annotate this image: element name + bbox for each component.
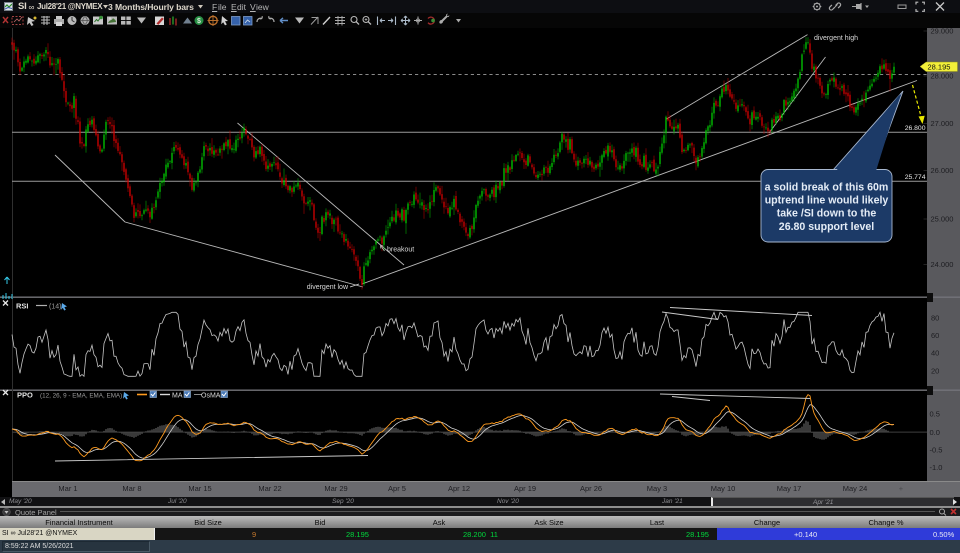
svg-text:60: 60 bbox=[931, 331, 939, 340]
svg-text:24.000: 24.000 bbox=[931, 260, 954, 269]
svg-text:29.000: 29.000 bbox=[931, 28, 954, 36]
svg-text:25.000: 25.000 bbox=[931, 215, 954, 224]
svg-text:MA: MA bbox=[172, 393, 183, 400]
svg-text:uptrend line would likely: uptrend line would likely bbox=[765, 195, 889, 207]
svg-text:80: 80 bbox=[931, 313, 939, 322]
svg-text:28.195: 28.195 bbox=[928, 62, 951, 71]
svg-text:OsMA: OsMA bbox=[201, 393, 221, 400]
svg-text:RSI: RSI bbox=[16, 302, 29, 311]
svg-text:26.000: 26.000 bbox=[931, 166, 954, 175]
svg-text:PPO: PPO bbox=[17, 391, 33, 400]
svg-text:0.5: 0.5 bbox=[930, 409, 940, 418]
svg-text:breakout: breakout bbox=[387, 247, 414, 254]
svg-text:0.0: 0.0 bbox=[930, 428, 940, 437]
svg-text:25.774: 25.774 bbox=[905, 174, 926, 181]
svg-text:a solid break of this 60m: a solid break of this 60m bbox=[765, 182, 889, 194]
svg-text:20: 20 bbox=[931, 367, 939, 376]
svg-text:27.000: 27.000 bbox=[931, 119, 954, 128]
svg-text:-1.0: -1.0 bbox=[930, 463, 943, 472]
svg-text:40: 40 bbox=[931, 349, 939, 358]
svg-text:take /SI down to the: take /SI down to the bbox=[777, 208, 877, 220]
svg-text:-0.5: -0.5 bbox=[930, 446, 943, 455]
svg-text:divergent low: divergent low bbox=[307, 284, 349, 291]
svg-text:26.80 support level: 26.80 support level bbox=[779, 221, 874, 233]
svg-text:divergent high: divergent high bbox=[814, 35, 858, 42]
svg-text:(14): (14) bbox=[49, 304, 61, 311]
svg-text:28.000: 28.000 bbox=[931, 72, 954, 81]
svg-text:(12, 26, 9 - EMA, EMA, EMA): (12, 26, 9 - EMA, EMA, EMA) bbox=[40, 393, 122, 400]
svg-text:26.800: 26.800 bbox=[905, 125, 926, 132]
svg-text:$: $ bbox=[197, 18, 201, 25]
